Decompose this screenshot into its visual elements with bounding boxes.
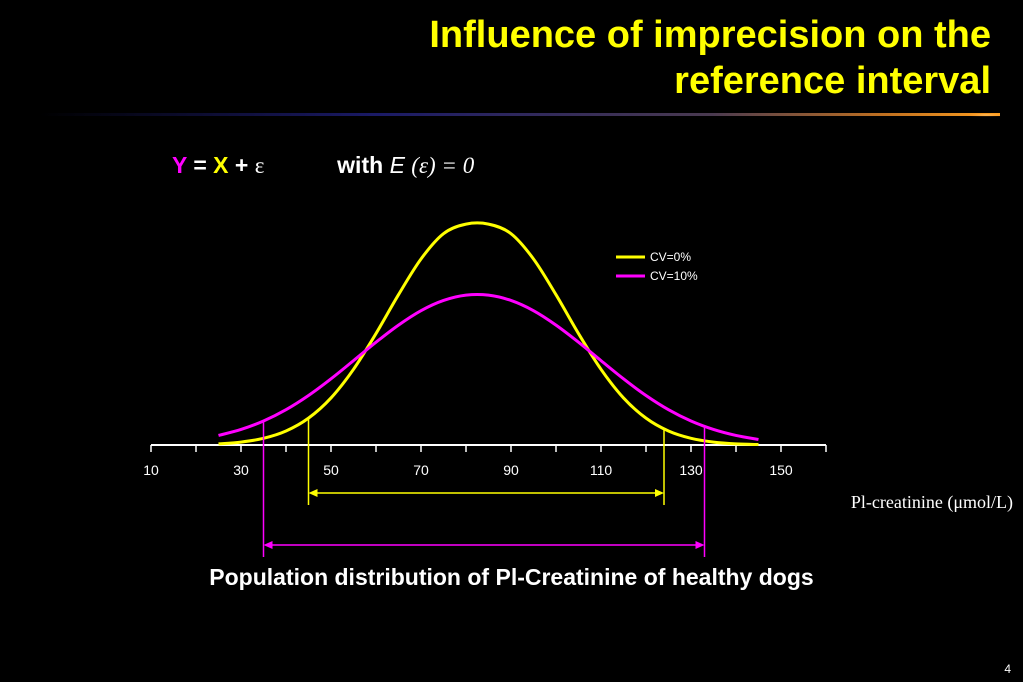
slide-title-line2: reference interval <box>674 60 991 102</box>
reference-intervals <box>262 418 706 557</box>
arrow-head-left <box>263 541 273 549</box>
title-divider <box>40 108 1000 122</box>
x-tick-label: 150 <box>769 462 793 478</box>
legend-label: CV=0% <box>650 250 691 264</box>
arrow-head-left <box>308 489 318 497</box>
legend: CV=0% CV=10% <box>616 250 698 283</box>
formula: Y = X + ε with E (ε) = 0 <box>172 152 474 192</box>
x-tick-label: 130 <box>679 462 703 478</box>
chart-caption: Population distribution of Pl-Creatinine… <box>209 564 814 590</box>
arrow-head-right <box>655 489 664 497</box>
slide-title-line1: Influence of imprecision on the <box>429 14 991 56</box>
formula-y: Y <box>172 152 187 178</box>
slide-title: Influence of imprecision on the referenc… <box>231 12 991 104</box>
x-tick-label: 110 <box>590 462 613 478</box>
x-tick-label: 50 <box>323 462 339 478</box>
arrow-head-right <box>695 541 705 549</box>
x-axis: 10 30 50 70 90 110 130 150 <box>143 444 827 478</box>
formula-equals: = <box>193 152 207 178</box>
series-line-cv-10 <box>218 292 759 441</box>
x-axis-label: Pl-creatinine (μmol/L) <box>850 492 1013 512</box>
page-number: 4 <box>1004 662 1011 676</box>
formula-epsilon: ε <box>254 153 265 178</box>
x-tick-label: 30 <box>233 462 249 478</box>
formula-expectation: (ε) = 0 <box>411 153 475 178</box>
x-tick-label: 70 <box>413 462 429 478</box>
formula-e: E <box>389 152 405 178</box>
x-tick-label: 10 <box>143 462 159 478</box>
formula-with: with <box>337 152 384 178</box>
x-tick-label: 90 <box>503 462 519 478</box>
formula-plus: + <box>234 152 249 178</box>
formula-x: X <box>213 152 229 178</box>
legend-label: CV=10% <box>650 269 698 283</box>
